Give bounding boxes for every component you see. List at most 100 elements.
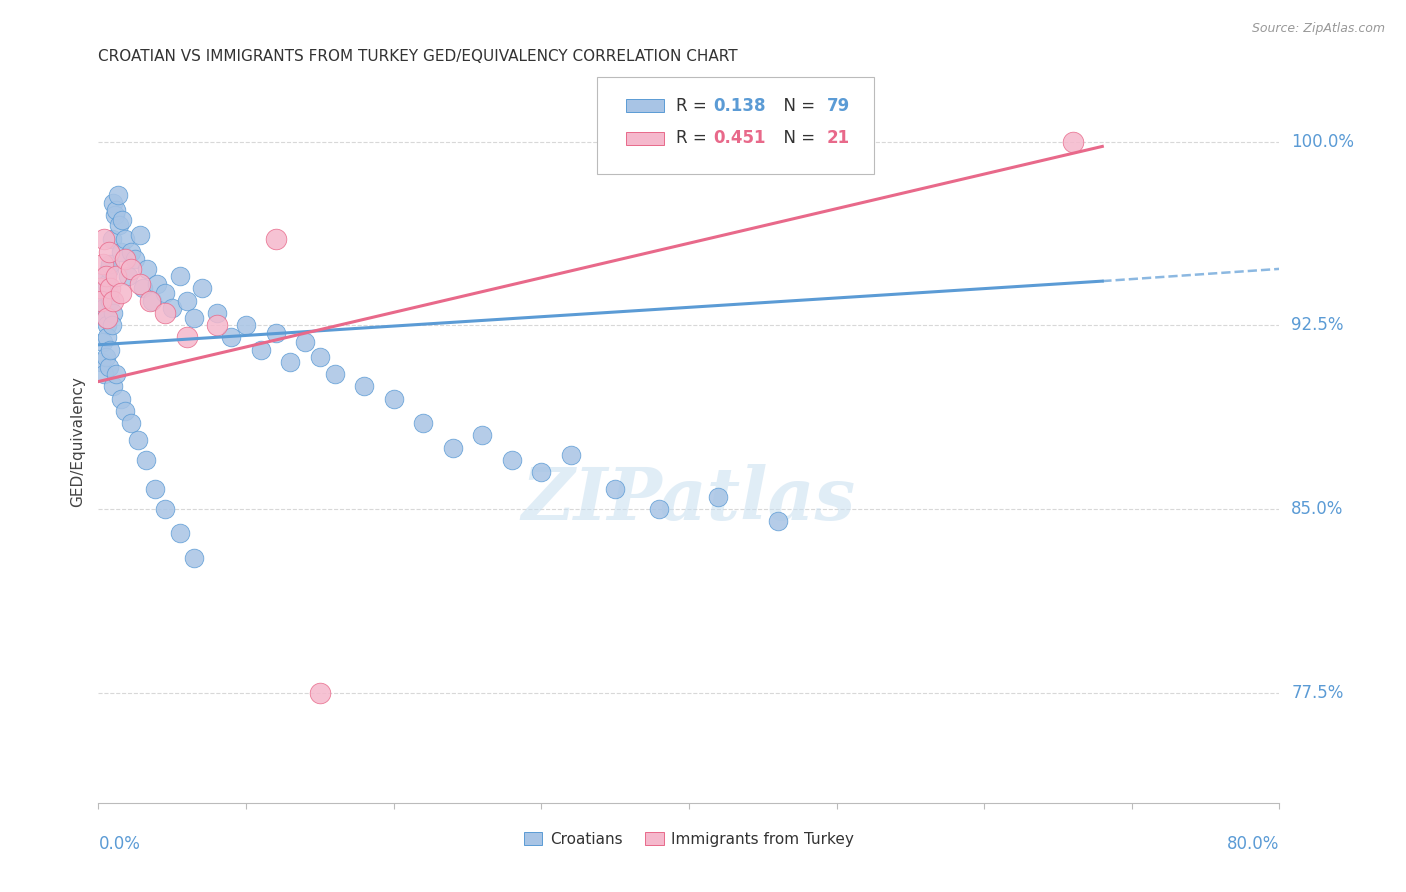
Point	[91, 306, 114, 320]
Point	[471, 428, 494, 442]
Point	[560, 448, 582, 462]
Point	[766, 514, 789, 528]
Point	[501, 453, 523, 467]
Point	[124, 252, 146, 266]
Point	[110, 392, 132, 406]
Point	[139, 293, 162, 308]
Point	[309, 685, 332, 699]
Point	[97, 244, 120, 259]
Point	[94, 269, 117, 284]
Point	[141, 293, 163, 308]
Point	[105, 203, 128, 218]
Point	[235, 318, 257, 333]
Legend: Croatians, Immigrants from Turkey: Croatians, Immigrants from Turkey	[517, 826, 860, 853]
Point	[93, 281, 115, 295]
Point	[169, 526, 191, 541]
Point	[91, 291, 114, 305]
Point	[135, 453, 157, 467]
Point	[110, 244, 132, 259]
Point	[120, 261, 142, 276]
Point	[100, 232, 122, 246]
Point	[221, 330, 243, 344]
Text: N =: N =	[773, 96, 820, 114]
Point	[128, 227, 150, 242]
Point	[309, 350, 332, 364]
Point	[98, 343, 121, 357]
FancyBboxPatch shape	[626, 99, 664, 112]
Text: Source: ZipAtlas.com: Source: ZipAtlas.com	[1251, 22, 1385, 36]
Point	[128, 277, 150, 291]
FancyBboxPatch shape	[596, 77, 875, 174]
Point	[120, 244, 142, 259]
Point	[1062, 135, 1084, 149]
Point	[136, 261, 159, 276]
Point	[280, 355, 302, 369]
Text: ZIPatlas: ZIPatlas	[522, 464, 856, 535]
Point	[264, 326, 287, 340]
Point	[127, 434, 149, 448]
Point	[105, 367, 128, 381]
Point	[103, 195, 125, 210]
Text: 92.5%: 92.5%	[1291, 316, 1344, 334]
Point	[146, 277, 169, 291]
Text: 85.0%: 85.0%	[1291, 500, 1344, 518]
Point	[530, 465, 553, 479]
Point	[250, 343, 273, 357]
Text: 79: 79	[827, 96, 851, 114]
Text: R =: R =	[676, 129, 711, 147]
Point	[103, 306, 125, 320]
Point	[183, 310, 205, 325]
Point	[294, 335, 316, 350]
Point	[90, 293, 112, 308]
Point	[132, 281, 155, 295]
Point	[412, 416, 434, 430]
Text: 100.0%: 100.0%	[1291, 133, 1354, 151]
Point	[707, 490, 730, 504]
Point	[110, 286, 132, 301]
Point	[162, 301, 183, 315]
Point	[205, 318, 228, 333]
Point	[96, 310, 118, 325]
Point	[91, 335, 114, 350]
Text: 21: 21	[827, 129, 851, 147]
Point	[98, 257, 121, 271]
Point	[91, 257, 114, 271]
Point	[93, 232, 115, 246]
Point	[100, 318, 122, 333]
Text: R =: R =	[676, 96, 711, 114]
Point	[90, 299, 112, 313]
Point	[97, 261, 120, 276]
Text: 0.0%: 0.0%	[98, 835, 141, 853]
Point	[382, 392, 405, 406]
Point	[104, 208, 127, 222]
Point	[96, 318, 118, 333]
Point	[153, 306, 176, 320]
FancyBboxPatch shape	[626, 132, 664, 145]
Point	[108, 218, 131, 232]
Point	[114, 404, 136, 418]
Y-axis label: GED/Equivalency: GED/Equivalency	[70, 376, 86, 507]
Point	[93, 301, 115, 315]
Point	[120, 416, 142, 430]
Point	[90, 286, 112, 301]
Point	[143, 483, 166, 497]
Point	[98, 281, 121, 295]
Point	[648, 502, 671, 516]
Point	[114, 252, 136, 266]
Point	[89, 293, 111, 308]
Point	[169, 269, 191, 284]
Point	[89, 281, 111, 295]
Point	[205, 306, 228, 320]
Point	[94, 269, 117, 284]
Point	[117, 269, 139, 284]
Point	[114, 232, 136, 246]
Point	[191, 281, 214, 295]
Point	[94, 350, 117, 364]
Point	[105, 269, 128, 284]
Text: 0.451: 0.451	[714, 129, 766, 147]
Point	[264, 232, 287, 246]
Point	[111, 213, 134, 227]
Point	[183, 550, 205, 565]
Point	[107, 188, 129, 202]
Point	[97, 286, 120, 301]
